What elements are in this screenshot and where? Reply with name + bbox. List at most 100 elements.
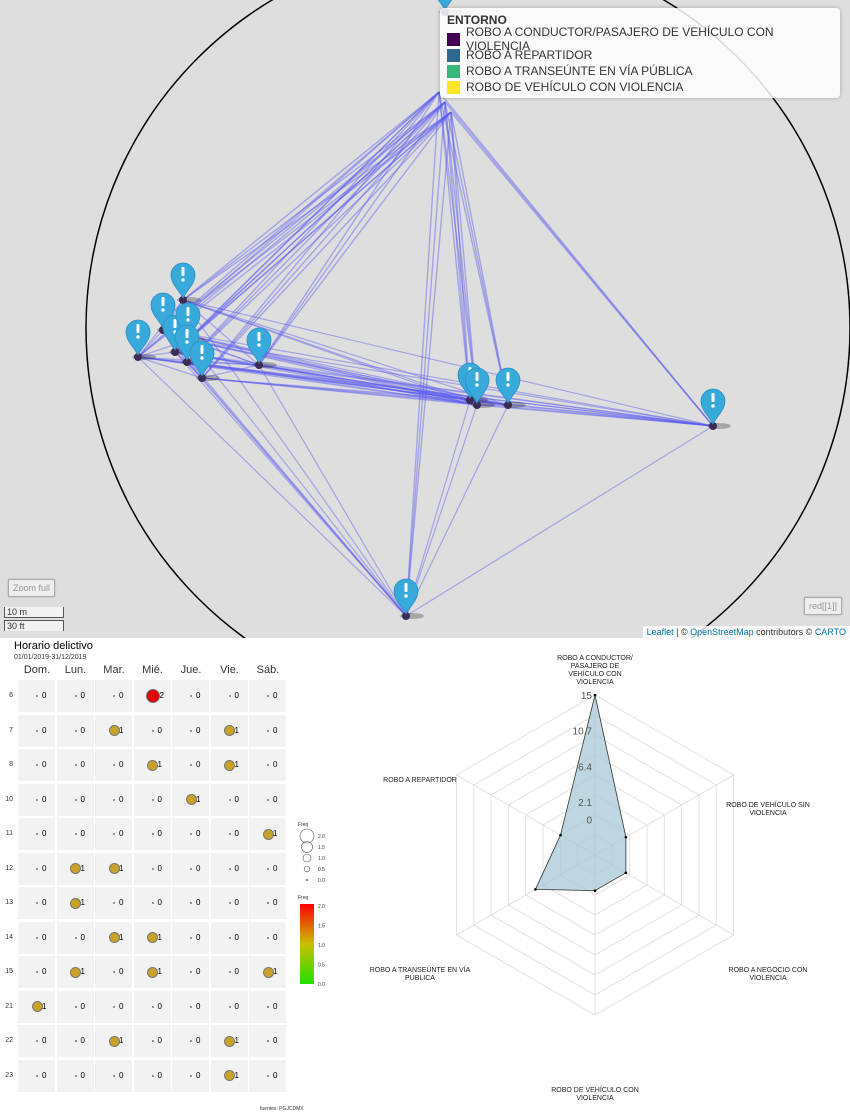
heatmap-value: 1 xyxy=(119,863,124,873)
freq-dot xyxy=(113,971,115,973)
heatmap-cell: 1 xyxy=(95,921,133,955)
legend-swatch xyxy=(447,32,460,46)
heatmap-cell: 0 xyxy=(249,714,287,748)
connection-line xyxy=(182,299,714,427)
connection-line xyxy=(438,91,509,406)
connection-line xyxy=(201,377,471,401)
connection-line xyxy=(174,351,509,406)
exclamation-pin-icon[interactable] xyxy=(464,367,495,409)
heatmap-cell: 0 xyxy=(249,852,287,886)
radar-point xyxy=(534,888,537,891)
heatmap-value: 0 xyxy=(80,829,85,838)
connection-line xyxy=(201,377,509,406)
heatmap-cell: 0 xyxy=(210,818,249,851)
exclamation-pin-icon[interactable] xyxy=(495,367,526,409)
connection-line xyxy=(137,356,188,363)
freq-dot xyxy=(267,695,269,697)
heatmap-value: 0 xyxy=(273,1036,278,1045)
legend-label: ROBO A TRANSEÚNTE EN VÍA PÚBLICA xyxy=(466,64,693,78)
heatmap-value: 1 xyxy=(273,829,278,838)
heatmap-cell: 0 xyxy=(95,818,133,851)
heatmap-value: 0 xyxy=(196,932,201,942)
connection-line xyxy=(187,101,446,341)
heatmap-value: 0 xyxy=(234,898,239,907)
heatmap-cell: 0 xyxy=(18,1025,56,1058)
exclamation-pin-icon[interactable] xyxy=(700,388,731,430)
leaflet-link[interactable]: Leaflet xyxy=(646,627,674,637)
color-legend-tick: 0.5 xyxy=(318,963,325,969)
freq-dot xyxy=(70,897,81,909)
freq-dot xyxy=(151,798,154,801)
connection-line xyxy=(444,101,509,406)
heatmap-value: 0 xyxy=(273,863,278,873)
size-legend-marks: 2.0 1.5 1.0 0.5 0.0 xyxy=(299,828,325,884)
exclamation-pin-icon[interactable] xyxy=(170,262,201,304)
connection-line xyxy=(186,361,471,401)
legend-label: ROBO A CONDUCTOR/PASAJERO DE VEHÍCULO CO… xyxy=(465,25,774,53)
heatmap-cell: 0 xyxy=(95,887,133,920)
connection-line xyxy=(405,404,509,617)
heatmap-cell: 0 xyxy=(133,1059,172,1093)
freq-dot xyxy=(70,966,81,978)
radar-tick-label: 6.4 xyxy=(578,762,592,773)
map-panel[interactable]: ENTORNO ROBO A CONDUCTOR/PASAJERO DE VEH… xyxy=(0,0,850,638)
heatmap-cell: 0 xyxy=(18,818,56,851)
connection-line xyxy=(450,111,478,406)
heatmap-value: 0 xyxy=(157,898,162,907)
connection-line xyxy=(182,299,407,617)
freq-dot xyxy=(224,759,235,771)
heatmap-value: 0 xyxy=(42,1070,47,1080)
radar-point xyxy=(624,835,628,839)
size-legend-tick: 0.5 xyxy=(318,867,325,873)
heatmap-cell: 1 xyxy=(249,818,287,851)
heatmap-day-label: Lun. xyxy=(64,664,87,676)
radar-tick-label: 2.1 xyxy=(578,798,592,809)
heatmap-cell: 0 xyxy=(210,921,249,955)
freq-dot xyxy=(151,1074,154,1077)
connection-line xyxy=(162,91,440,331)
size-legend-tick: 2.0 xyxy=(318,834,325,840)
connection-line xyxy=(405,425,714,617)
heatmap-value: 1 xyxy=(234,725,239,735)
heatmap-value: 0 xyxy=(273,725,278,735)
exclamation-pin-icon[interactable] xyxy=(125,319,156,361)
heatmap-value: 0 xyxy=(273,932,278,942)
connection-line xyxy=(405,111,452,617)
freq-dot xyxy=(74,833,77,835)
color-legend-tick: 2.0 xyxy=(318,904,325,910)
heatmap-hour-label: 10 xyxy=(5,795,13,803)
heatmap-cell: 0 xyxy=(95,990,133,1024)
red-layer-button[interactable]: red[[1]] xyxy=(803,597,842,615)
freq-dot xyxy=(36,764,38,766)
heatmap-day-label: Mar. xyxy=(103,664,125,676)
exclamation-pin-icon[interactable] xyxy=(246,327,277,369)
color-legend-title: Freq xyxy=(298,895,309,901)
freq-dot xyxy=(228,867,231,870)
freq-dot xyxy=(113,764,115,766)
heatmap-cell: 0 xyxy=(249,749,287,782)
heatmap-cell: 0 xyxy=(172,852,210,886)
heatmap-cell: 0 xyxy=(18,714,56,748)
heatmap-value: 0 xyxy=(234,967,239,976)
connection-line xyxy=(174,101,446,353)
connection-line xyxy=(182,111,452,301)
connection-line xyxy=(405,399,471,617)
heatmap-cell: 0 xyxy=(95,680,133,713)
map-canvas[interactable] xyxy=(0,0,850,638)
radar-tick-label: 10.7 xyxy=(573,727,593,738)
osm-link[interactable]: OpenStreetMap xyxy=(690,627,754,637)
heatmap-title: Horario delictivo xyxy=(14,640,93,652)
heatmap-day-label: Jue. xyxy=(180,664,202,676)
heatmap-cell: 0 xyxy=(56,990,95,1024)
heatmap-value: 0 xyxy=(42,725,47,735)
carto-link[interactable]: CARTO xyxy=(814,627,846,637)
freq-dot xyxy=(190,902,192,904)
heatmap-value: 0 xyxy=(196,1036,201,1045)
zoom-full-button[interactable]: Zoom full xyxy=(8,579,56,597)
connection-line xyxy=(438,91,471,401)
heatmap-cell: 0 xyxy=(56,783,95,817)
heatmap-cell: 0 xyxy=(249,680,287,713)
exclamation-pin-icon[interactable] xyxy=(189,340,220,382)
exclamation-pin-icon[interactable] xyxy=(393,578,424,620)
connection-line xyxy=(186,361,714,427)
